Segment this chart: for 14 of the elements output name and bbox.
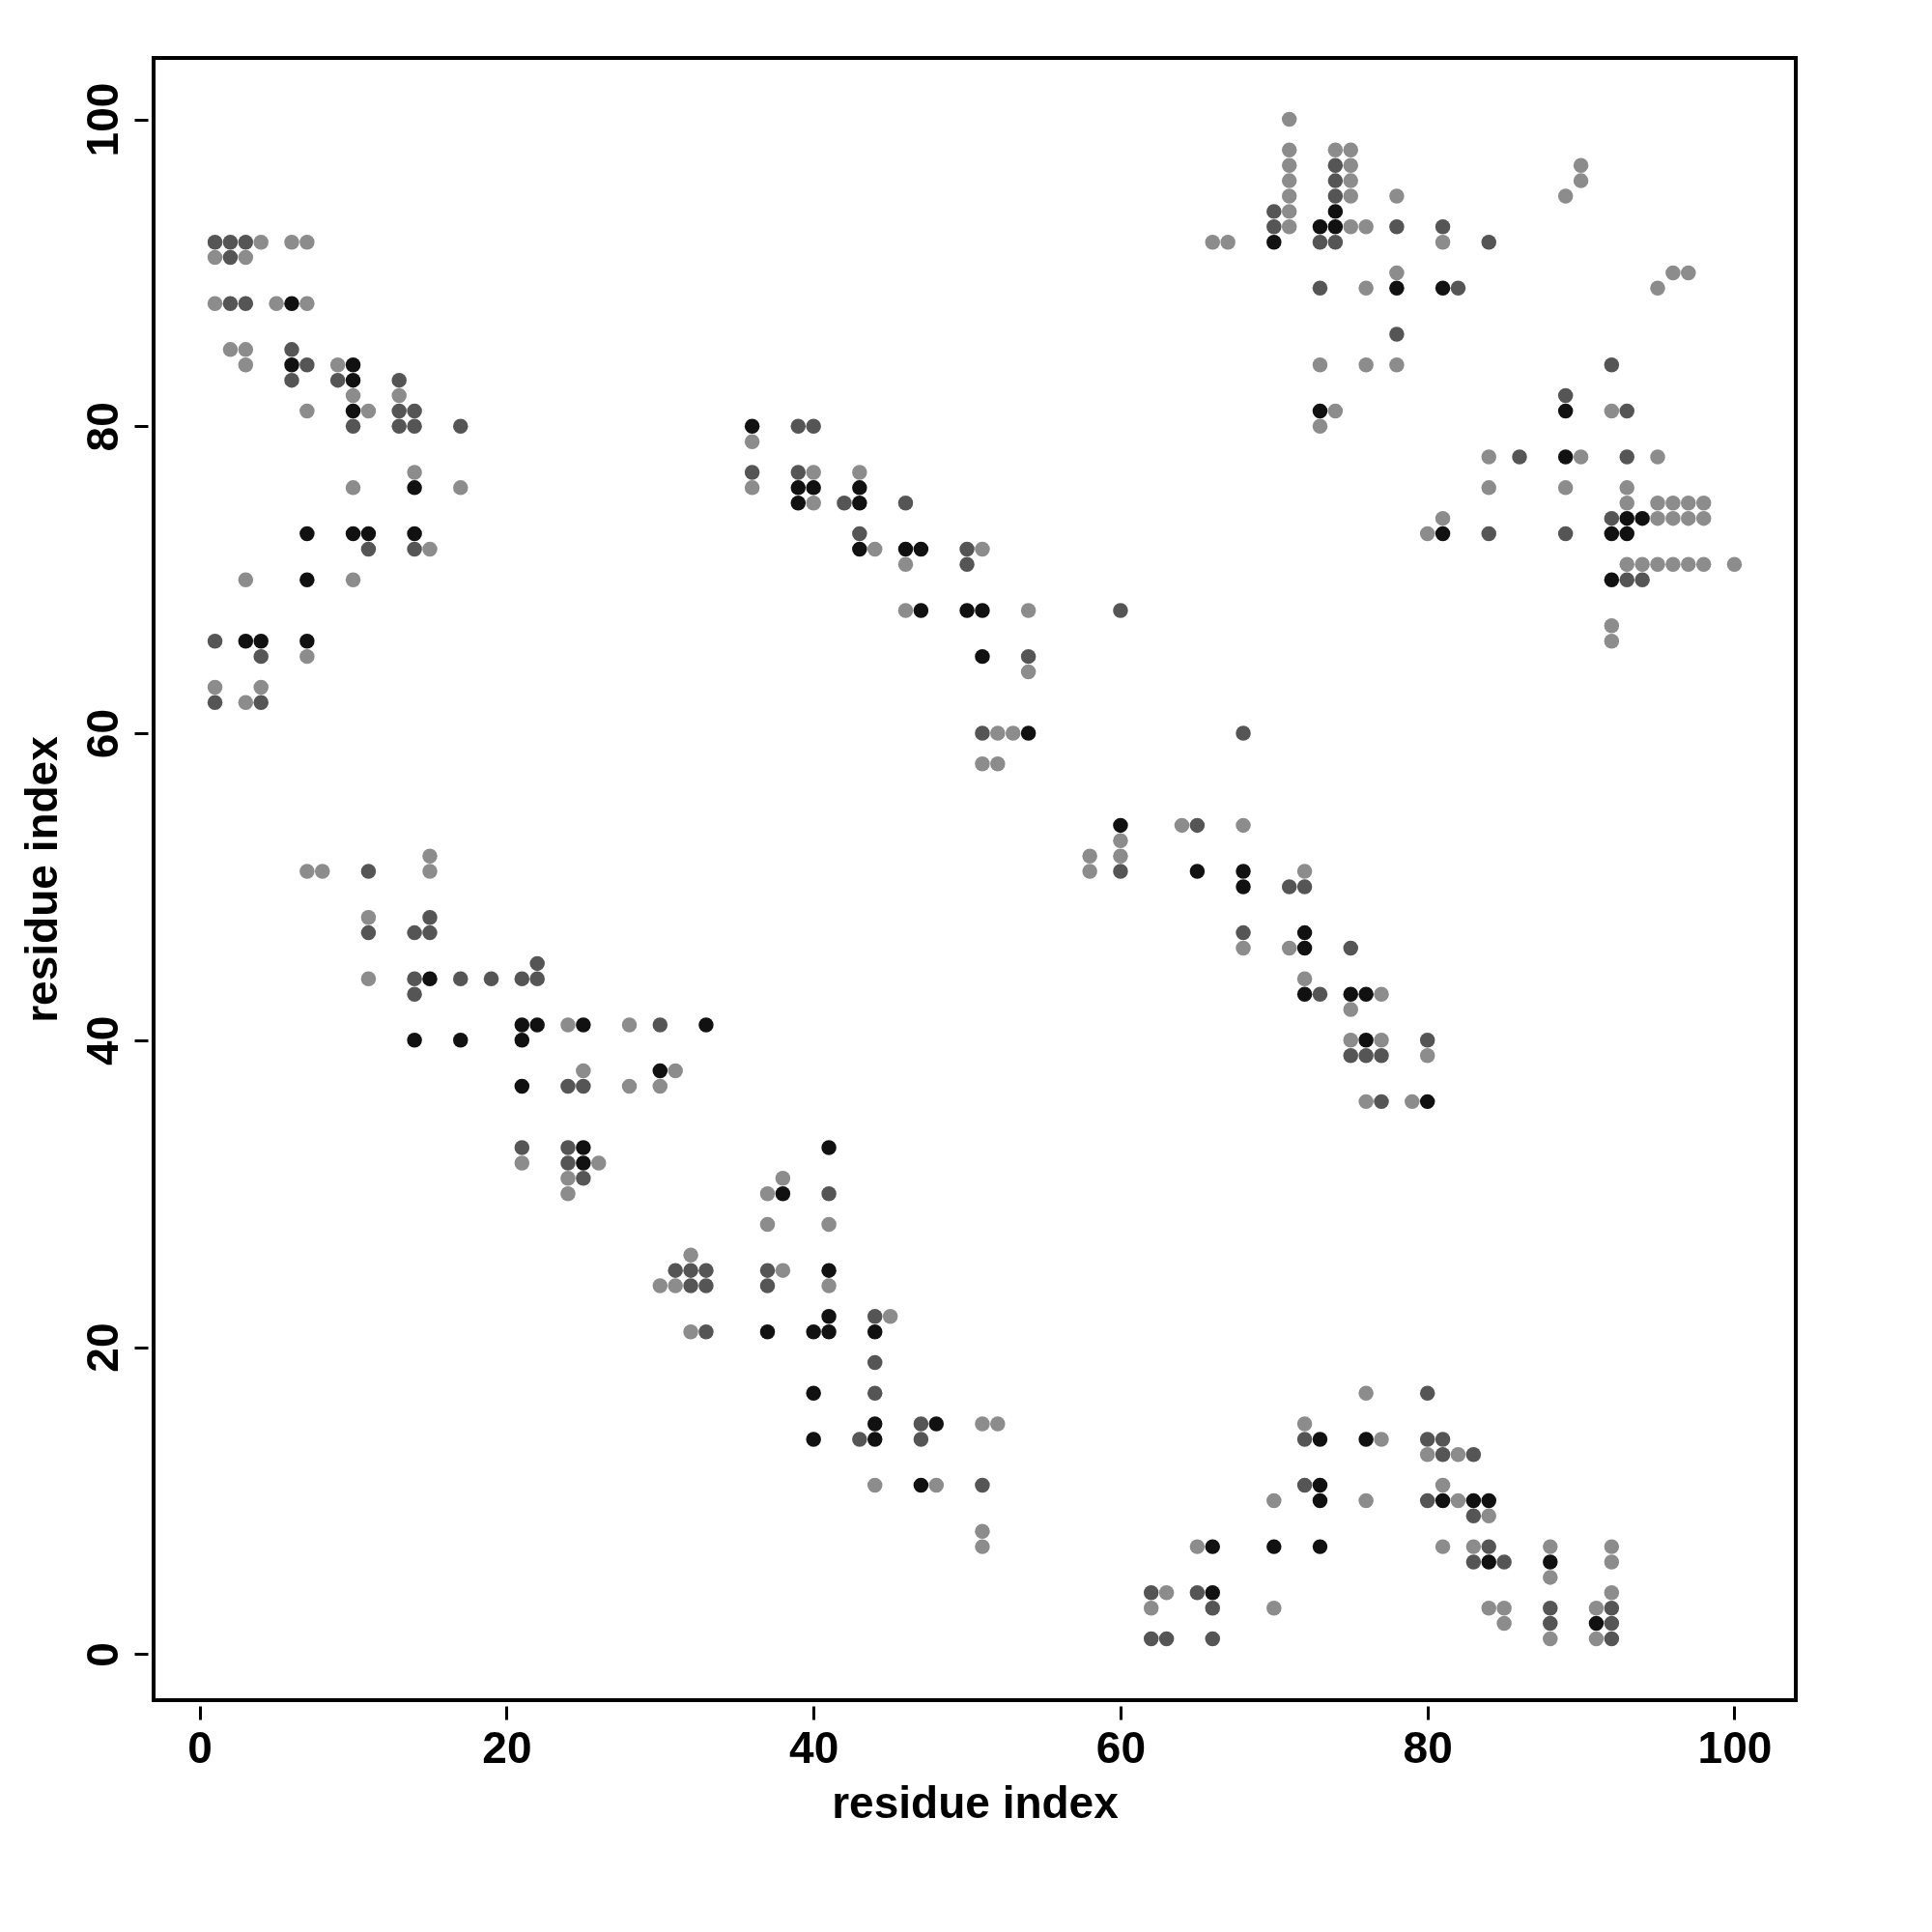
y-tick-label: 80 — [76, 402, 128, 452]
y-tick-label: 20 — [76, 1322, 128, 1373]
y-tick-label: 100 — [76, 82, 128, 157]
x-tick-label: 60 — [1095, 1721, 1147, 1773]
x-tick-label: 100 — [1697, 1721, 1773, 1773]
x-tick-label: 0 — [187, 1721, 213, 1773]
x-tick-label: 20 — [482, 1721, 532, 1773]
x-tick-label: 80 — [1403, 1721, 1453, 1773]
y-tick-label: 40 — [76, 1015, 128, 1065]
y-tick-label: 60 — [76, 708, 128, 759]
y-axis-title: residue index — [15, 735, 67, 1023]
x-axis-title: residue index — [832, 1776, 1120, 1828]
x-tick-label: 40 — [789, 1721, 839, 1773]
y-tick-label: 0 — [76, 1642, 128, 1667]
